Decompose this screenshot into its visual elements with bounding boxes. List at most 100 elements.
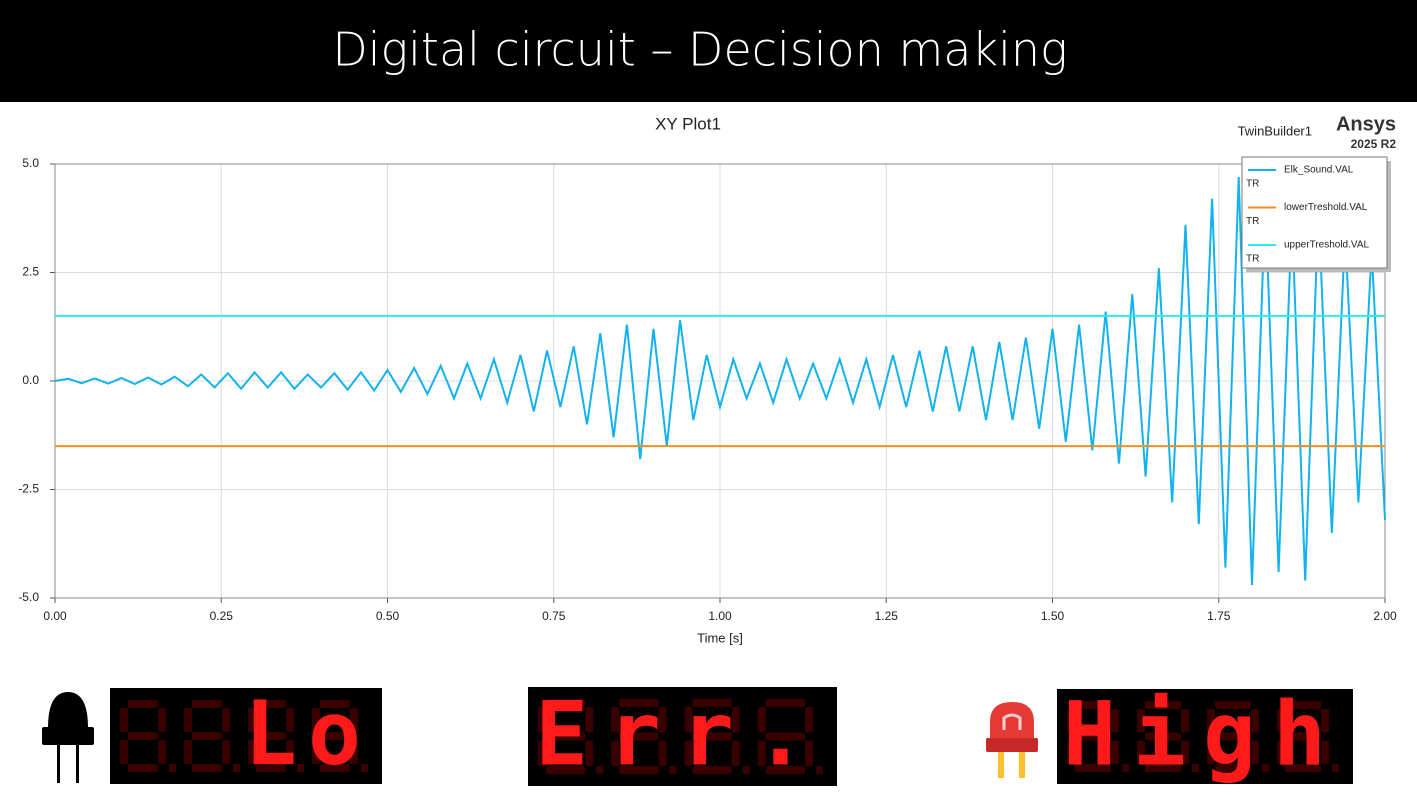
legend-note: TR [1246,216,1259,227]
ghost-segment [1321,740,1329,764]
ghost-segment [658,740,667,766]
ghost-segment [1145,701,1181,709]
ghost-segment [1285,732,1321,741]
ghost-segment [128,700,158,708]
ghost-dot [169,764,176,772]
ghost-segment [256,732,286,740]
ghost-segment [731,707,740,733]
ghost-segment [684,707,693,733]
ghost-segment [1111,709,1119,733]
ghost-segment [1075,764,1111,772]
x-axis-label: Time [s] [697,630,743,645]
ghost-segment [805,740,813,766]
ghost-segment [1181,709,1189,733]
ghost-segment [286,708,294,732]
legend-label: lowerTreshold.VAL [1284,202,1368,213]
ghost-segment [1215,701,1251,709]
ghost-segment [692,766,732,774]
ghost-segment [538,740,546,766]
led-on-icon [986,702,1038,778]
page-title: Digital circuit – Decision making [332,23,1067,77]
ghost-segment [1181,740,1189,764]
ghost-dot [1332,764,1339,772]
x-tick-label: 1.25 [875,609,899,623]
ghost-segment [731,740,740,766]
chart-title: XY Plot1 [655,114,721,133]
ghost-dot [233,764,240,772]
ghost-segment [222,708,230,732]
ghost-segment [248,708,256,732]
series-line [54,176,1386,586]
ghost-dot [1192,764,1199,772]
ghost-segment [1075,732,1111,741]
display-text: High [1063,682,1343,785]
ghost-segment [192,700,222,708]
ghost-segment [1145,764,1181,772]
ghost-segment [546,766,586,774]
ghost-segment [1251,709,1259,733]
ghost-segment [1215,764,1251,772]
ghost-segment [128,732,158,740]
x-tick-label: 0.25 [210,609,234,623]
ghost-segment [1215,732,1251,741]
display-text: Lo [244,682,372,785]
x-tick-label: 1.00 [708,609,732,623]
ghost-segment [320,732,350,740]
ghost-segment [1137,709,1145,733]
ghost-segment [192,764,222,772]
y-tick-label: 2.5 [22,265,39,279]
display-text: Err. [535,682,827,785]
ghost-segment [585,740,594,766]
led-off-icon [42,692,94,783]
ghost-segment [619,766,659,774]
ghost-segment [120,708,128,732]
x-tick-label: 2.00 [1373,609,1397,623]
ghost-segment [256,764,286,772]
ghost-segment [546,699,586,707]
x-tick-label: 0.75 [542,609,566,623]
x-tick-label: 0.00 [43,609,67,623]
ghost-segment [1111,740,1119,764]
ghost-segment [1067,709,1075,733]
ghost-segment [684,740,693,766]
ghost-segment [1137,740,1145,764]
ghost-segment [611,740,620,766]
annotation: Ansys [1336,113,1396,135]
ghost-segment [757,740,766,766]
ghost-segment [585,707,594,733]
ghost-segment [320,764,350,772]
ghost-dot [742,766,750,774]
ghost-segment [546,732,586,741]
ghost-segment [1251,740,1259,764]
ghost-segment [765,699,805,707]
y-tick-label: 0.0 [22,373,39,387]
ghost-dot [1262,764,1269,772]
ghost-segment [158,740,166,764]
ghost-segment [1285,701,1321,709]
ghost-segment [312,708,320,732]
annotation: 2025 R2 [1351,137,1397,151]
ghost-dot [361,764,368,772]
ghost-segment [286,740,294,764]
ghost-segment [192,732,222,740]
ghost-segment [256,700,286,708]
ghost-segment [538,707,546,733]
x-tick-label: 0.50 [376,609,400,623]
legend-label: upperTreshold.VAL [1284,240,1369,251]
legend [1241,156,1388,269]
ghost-segment [184,708,192,732]
ghost-segment [222,740,230,764]
legend-label: Elk_Sound.VAL [1284,165,1354,176]
y-tick-label: -2.5 [18,482,39,496]
ghost-segment [619,699,659,707]
ghost-segment [312,740,320,764]
ghost-segment [757,707,766,733]
ghost-segment [1277,709,1285,733]
y-tick-label: 5.0 [22,156,39,170]
x-tick-label: 1.50 [1041,609,1065,623]
ghost-segment [128,764,158,772]
ghost-segment [350,708,358,732]
ghost-segment [611,707,620,733]
